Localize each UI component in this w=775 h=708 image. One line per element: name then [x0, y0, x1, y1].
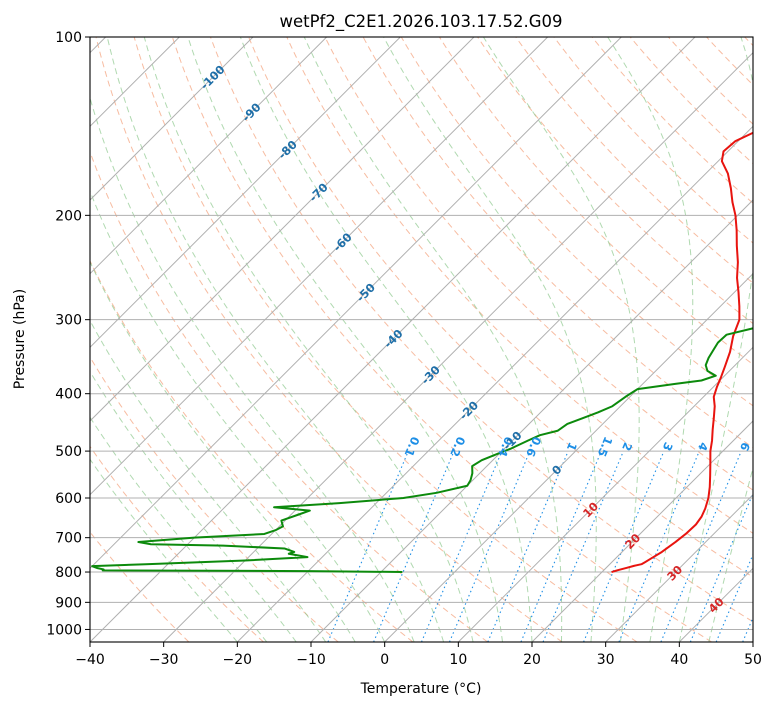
- x-tick-label: 40: [670, 652, 688, 668]
- y-tick-label: 600: [55, 491, 82, 507]
- moist-adiabat-line: [90, 416, 268, 642]
- moist-adiabat-line: [383, 37, 597, 642]
- moist-adiabat-line: [678, 37, 753, 642]
- chart-title: wetPf2_C2E1.2026.103.17.52.G09: [279, 12, 562, 32]
- moist-adiabat-line: [482, 37, 640, 642]
- moist-adiabat-line: [239, 37, 533, 642]
- dry-adiabat-line: [324, 37, 753, 491]
- x-tick-label: −20: [223, 652, 253, 668]
- plot-area: 0.10.20.40.611.52346810131620253036 -100…: [90, 37, 753, 642]
- temperature-trace: [611, 131, 753, 573]
- moist-adiabat-line: [607, 37, 694, 642]
- mixing-ratio-line: [689, 491, 753, 642]
- mixing-ratio-line: [420, 450, 503, 642]
- moist-adiabat-line: [90, 458, 238, 642]
- y-tick-label: 100: [55, 30, 82, 46]
- x-tick-label: −30: [149, 652, 179, 668]
- mixing-ratio-line: [542, 450, 624, 642]
- moist-adiabat-line: [90, 319, 327, 642]
- dry-adiabat-line: [90, 150, 488, 642]
- x-tick-label: 50: [744, 652, 762, 668]
- isotherm-line: [310, 199, 753, 642]
- mixing-ratio-line: [327, 450, 409, 642]
- isotherm-line: [384, 272, 753, 642]
- y-axis-ticks: 100 200 300 400 500 600 700 800 900 1000: [46, 30, 90, 638]
- x-tick-label: −10: [296, 652, 326, 668]
- isotherm-line: [163, 51, 753, 642]
- mixing-ratio-line: [618, 450, 700, 642]
- dry-adiabat-line: [629, 37, 753, 165]
- mixing-ratio-line: [583, 450, 665, 642]
- isotherm-line: [90, 37, 549, 496]
- y-tick-label: 1000: [46, 622, 82, 638]
- isotherm-line: [90, 37, 254, 201]
- y-tick-label: 300: [55, 313, 82, 329]
- moist-adiabat-line: [708, 466, 753, 642]
- moist-adiabat-line: [90, 189, 386, 642]
- dry-adiabat-line: [95, 37, 563, 642]
- y-tick-label: 900: [55, 595, 82, 611]
- x-tick-label: 10: [449, 652, 467, 668]
- x-tick-label: 0: [380, 652, 389, 668]
- moist-adiabat-line: [106, 37, 445, 642]
- y-axis-label: Pressure (hPa): [12, 289, 28, 389]
- dry-adiabat-line: [400, 37, 753, 407]
- isotherm-line: [457, 346, 753, 642]
- x-tick-label: 20: [523, 652, 541, 668]
- y-tick-label: 500: [55, 444, 82, 460]
- isotherm-line: [90, 37, 622, 570]
- dry-adiabat-line: [362, 37, 753, 449]
- x-tick-label: −40: [75, 652, 105, 668]
- y-tick-label: 800: [55, 565, 82, 581]
- mixing-ratio-line: [373, 450, 455, 642]
- dry-adiabat-line: [171, 37, 712, 642]
- isotherm-line: [90, 37, 475, 422]
- dry-adiabat-line: [133, 37, 638, 642]
- moist-adiabat-line: [143, 37, 474, 642]
- dry-adiabat-line: [90, 259, 414, 642]
- isotherm-line: [90, 37, 696, 642]
- x-axis-ticks: −40 −30 −20 −10 0 10 20 30 40 50: [75, 642, 762, 668]
- y-tick-label: 200: [55, 208, 82, 224]
- dewpoint-trace: [91, 327, 753, 574]
- mixing-ratio-line: [520, 450, 602, 642]
- dry-adiabat-line: [209, 37, 753, 623]
- y-tick-label: 400: [55, 387, 82, 403]
- moist-adiabat-line: [90, 370, 297, 642]
- isotherm-line: [531, 420, 753, 642]
- mixing-ratio-line: [448, 450, 531, 642]
- mixing-ratio-line: [487, 450, 569, 642]
- dry-adiabat-line: [438, 37, 753, 366]
- moist-adiabat-line: [303, 37, 563, 642]
- sounding-traces: [91, 131, 753, 574]
- isotherm-line: [605, 493, 753, 642]
- dry-adiabat-line: [553, 37, 753, 244]
- dry-adiabat-line: [248, 37, 753, 578]
- x-tick-label: 30: [597, 652, 615, 668]
- moist-adiabat-line: [90, 260, 356, 642]
- y-tick-label: 700: [55, 531, 82, 547]
- plot-frame: [89, 36, 754, 643]
- isotherm-line: [90, 37, 328, 275]
- dry-adiabat-line: [286, 37, 753, 534]
- isotherm-line: [90, 37, 401, 349]
- x-axis-label: Temperature (°C): [360, 681, 482, 697]
- dry-adiabats: [90, 37, 753, 642]
